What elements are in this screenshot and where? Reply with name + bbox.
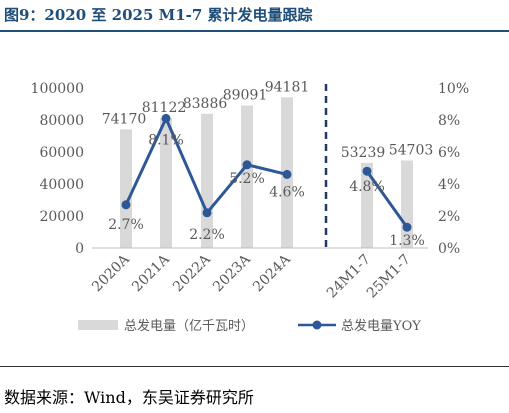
- yoy-point: [402, 222, 412, 232]
- source-rule: [0, 366, 509, 367]
- legend-line-label: 总发电量YOY: [341, 318, 421, 334]
- yoy-value-label: 5.2%: [229, 171, 265, 187]
- right-tick-label: 0%: [438, 241, 460, 257]
- left-tick-label: 80000: [39, 113, 84, 129]
- yoy-point: [161, 113, 171, 123]
- figure-title: 图9：2020 至 2025 M1-7 累计发电量跟踪: [4, 6, 313, 24]
- x-tick-label: 25M1-7: [364, 252, 414, 302]
- left-tick-label: 20000: [39, 209, 84, 225]
- x-tick-label: 2021A: [129, 251, 173, 295]
- source-note: 数据来源：Wind，东吴证券研究所: [4, 388, 254, 407]
- yoy-point: [202, 208, 212, 218]
- yoy-value-label: 1.3%: [389, 233, 425, 249]
- legend: 总发电量（亿千瓦时） 总发电量YOY: [78, 318, 421, 334]
- right-tick-label: 10%: [438, 81, 469, 97]
- combo-chart: 0 20000 40000 60000 80000 100000 0% 2% 4% 6% 8% 10…: [31, 79, 470, 334]
- left-axis: 0 20000 40000 60000 80000 100000: [31, 81, 84, 257]
- bar-value-label: 81122: [142, 100, 187, 116]
- right-axis: 0% 2% 4% 6% 8% 10%: [438, 81, 469, 257]
- yoy-point: [362, 166, 372, 176]
- bar-value-label: 54703: [389, 142, 434, 158]
- right-tick-label: 8%: [438, 113, 460, 129]
- yoy-value-label: 8.1%: [148, 132, 184, 148]
- line-value-labels: 2.7% 8.1% 2.2% 5.2%4.6% 4.8% 1.3%: [108, 132, 425, 249]
- bar-value-label: 83886: [183, 96, 228, 112]
- x-tick-label: 2023A: [210, 251, 254, 295]
- bar-value-label: 53239: [341, 145, 386, 161]
- x-tick-label: 2022A: [170, 251, 214, 295]
- bar-value-label: 89091: [223, 87, 268, 103]
- yoy-value-label: 2.2%: [189, 227, 225, 243]
- title-rule: [0, 30, 509, 32]
- yoy-value-label: 2.7%: [108, 217, 144, 233]
- x-tick-label: 2020A: [89, 251, 133, 295]
- bar: [160, 118, 172, 248]
- legend-bar-swatch: [78, 320, 118, 330]
- left-tick-label: 100000: [31, 81, 84, 97]
- left-tick-label: 60000: [39, 145, 84, 161]
- yoy-line-segment: [365, 170, 409, 229]
- line-series: [121, 113, 412, 232]
- right-tick-label: 2%: [438, 209, 460, 225]
- bar: [120, 129, 132, 248]
- yoy-point: [121, 200, 131, 210]
- left-tick-label: 40000: [39, 177, 84, 193]
- bar: [241, 105, 253, 248]
- bar-value-label: 94181: [265, 79, 310, 95]
- bar-value-label: 74170: [102, 111, 147, 127]
- legend-bar-label: 总发电量（亿千瓦时）: [124, 318, 254, 334]
- bar: [361, 162, 373, 248]
- yoy-point: [282, 169, 292, 179]
- yoy-value-label: 4.6%: [269, 184, 305, 200]
- yoy-value-label: 4.8%: [349, 179, 385, 195]
- right-tick-label: 4%: [438, 177, 460, 193]
- x-tick-label: 2024A: [250, 251, 294, 295]
- yoy-point: [242, 160, 252, 170]
- legend-line-marker: [312, 320, 322, 330]
- left-tick-label: 0: [75, 241, 84, 257]
- right-tick-label: 6%: [438, 145, 460, 161]
